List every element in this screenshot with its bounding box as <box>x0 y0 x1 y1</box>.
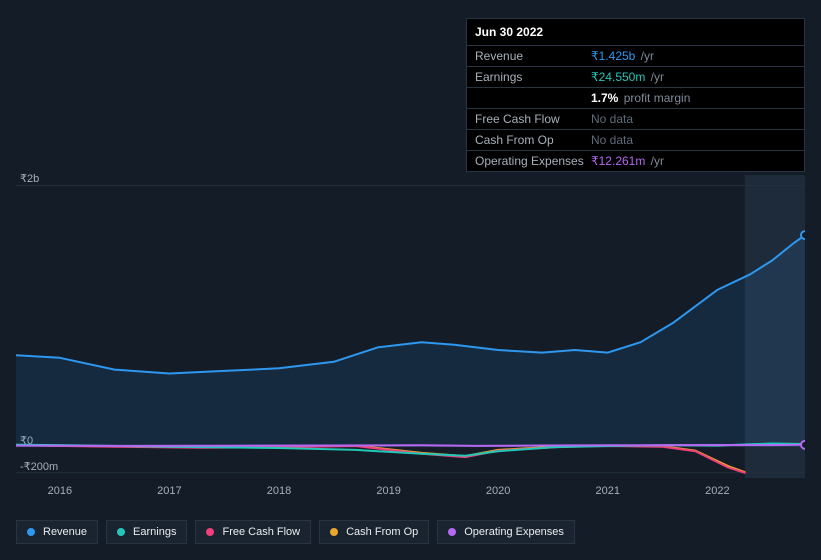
chart-tooltip: Jun 30 2022 Revenue₹1.425b /yrEarnings₹2… <box>466 18 805 172</box>
legend-item-revenue[interactable]: Revenue <box>16 520 98 544</box>
legend-item-cashop[interactable]: Cash From Op <box>319 520 429 544</box>
tooltip-row: Cash From OpNo data <box>467 130 804 151</box>
tooltip-rows: Revenue₹1.425b /yrEarnings₹24.550m /yr1.… <box>467 46 804 171</box>
legend-label: Cash From Op <box>346 526 418 538</box>
legend-item-earnings[interactable]: Earnings <box>106 520 187 544</box>
tooltip-row-value: ₹24.550m /yr <box>591 70 664 84</box>
tooltip-row-value: ₹12.261m /yr <box>591 154 664 168</box>
legend-item-opex[interactable]: Operating Expenses <box>437 520 575 544</box>
x-tick-label: 2018 <box>267 485 291 497</box>
x-tick-label: 2022 <box>705 485 729 497</box>
legend-label: Operating Expenses <box>464 526 564 538</box>
tooltip-row-label: Cash From Op <box>475 133 591 147</box>
tooltip-row-label: Earnings <box>475 70 591 84</box>
legend-label: Earnings <box>133 526 176 538</box>
x-tick-label: 2017 <box>157 485 181 497</box>
legend-label: Free Cash Flow <box>222 526 300 538</box>
chart-legend: Revenue Earnings Free Cash Flow Cash From O… <box>16 520 575 544</box>
legend-dot-icon <box>206 528 214 536</box>
tooltip-row: Operating Expenses₹12.261m /yr <box>467 151 804 171</box>
tooltip-row-label: Free Cash Flow <box>475 112 591 126</box>
tooltip-row-label: Revenue <box>475 49 591 63</box>
chart-svg <box>16 175 805 478</box>
x-tick-label: 2021 <box>596 485 620 497</box>
tooltip-row: Revenue₹1.425b /yr <box>467 46 804 67</box>
chart-plot-area <box>16 175 805 478</box>
tooltip-row-label: Operating Expenses <box>475 154 591 168</box>
x-axis-ticks: 2016 2017 2018 2019 2020 2021 2022 <box>16 485 805 499</box>
legend-item-fcf[interactable]: Free Cash Flow <box>195 520 311 544</box>
x-tick-label: 2016 <box>48 485 72 497</box>
legend-dot-icon <box>27 528 35 536</box>
legend-dot-icon <box>330 528 338 536</box>
tooltip-date: Jun 30 2022 <box>467 19 804 46</box>
legend-dot-icon <box>448 528 456 536</box>
legend-dot-icon <box>117 528 125 536</box>
tooltip-row: Free Cash FlowNo data <box>467 109 804 130</box>
x-tick-label: 2019 <box>376 485 400 497</box>
x-tick-label: 2020 <box>486 485 510 497</box>
legend-label: Revenue <box>43 526 87 538</box>
tooltip-row-value: No data <box>591 112 633 126</box>
tooltip-row-value: No data <box>591 133 633 147</box>
tooltip-row-sub: 1.7% profit margin <box>467 88 804 109</box>
tooltip-row: Earnings₹24.550m /yr <box>467 67 804 88</box>
tooltip-row-value: ₹1.425b /yr <box>591 49 654 63</box>
